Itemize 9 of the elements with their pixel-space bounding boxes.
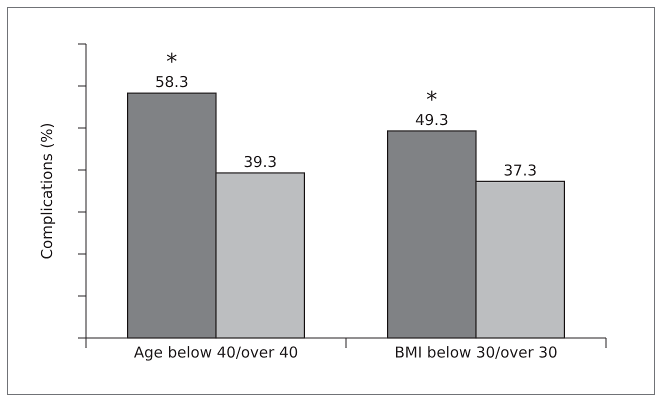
annotation: *: [426, 88, 438, 113]
data-label: 49.3: [415, 110, 449, 129]
data-label: 58.3: [155, 73, 189, 92]
data-label: 37.3: [503, 161, 537, 180]
annotation: *: [166, 50, 178, 76]
y-axis-title: Complications (%): [38, 122, 56, 260]
x-tick-label: Age below 40/over 40: [134, 344, 298, 362]
x-tick-label: BMI below 30/over 30: [394, 344, 558, 362]
data-label: 39.3: [243, 152, 277, 171]
